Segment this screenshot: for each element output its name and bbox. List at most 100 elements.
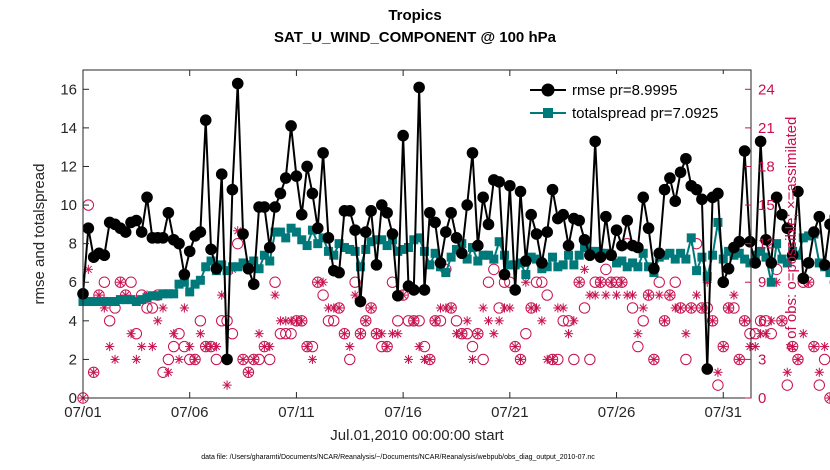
- obs-possible-marker: [285, 327, 297, 340]
- rmse-point: [504, 179, 516, 192]
- y-tick-label-left: 6: [69, 274, 77, 291]
- obs-possible-marker: [616, 276, 628, 288]
- rmse-point: [450, 232, 463, 244]
- totalspread-point: [702, 271, 712, 281]
- y-tick-label-right: 24: [758, 81, 775, 98]
- rmse-point: [434, 257, 447, 269]
- rmse-point: [440, 226, 452, 238]
- obs-assimilated-marker: [537, 316, 547, 326]
- obs-possible-marker: [189, 353, 201, 366]
- obs-assimilated-marker: [750, 341, 760, 352]
- obs-assimilated-marker: [371, 329, 382, 339]
- rmse-point: [664, 172, 676, 184]
- obs-assimilated-marker: [366, 303, 376, 313]
- obs-assimilated-marker: [547, 354, 558, 365]
- totalspread-point: [238, 258, 248, 268]
- y-axis-right: 0 3 6 9 12 15 18 21 24: [745, 81, 775, 407]
- totalspread-point: [142, 293, 152, 303]
- rmse-point: [701, 363, 714, 375]
- obs-possible-marker: [530, 276, 543, 288]
- obs-assimilated-marker: [505, 303, 515, 313]
- obs-possible-marker: [168, 340, 180, 353]
- rmse-point: [381, 206, 393, 219]
- obs-assimilated-marker: [531, 303, 542, 313]
- obs-possible-marker: [360, 315, 372, 327]
- obs-assimilated-marker: [766, 316, 776, 326]
- obs-possible-marker: [317, 289, 329, 301]
- obs-assimilated-marker: [473, 329, 483, 339]
- obs-possible-marker: [264, 353, 276, 366]
- totalspread-point: [526, 252, 536, 262]
- totalspread-point: [227, 262, 237, 272]
- obs-possible-marker: [381, 340, 393, 353]
- obs-assimilated-marker: [243, 367, 253, 377]
- obs-possible-marker: [744, 327, 756, 340]
- obs-possible-marker: [466, 340, 479, 353]
- rmse-point: [621, 214, 634, 227]
- obs-possible-marker: [514, 353, 527, 366]
- plot-frame: [82, 69, 752, 399]
- obs-assimilated-marker: [169, 329, 179, 339]
- totalspread-point: [153, 291, 163, 301]
- obs-possible-marker: [141, 302, 153, 314]
- totalspread-point: [617, 256, 627, 266]
- obs-possible-marker: [354, 327, 367, 340]
- obs-possible-marker: [722, 302, 735, 314]
- obs-count-layer: [77, 199, 830, 404]
- obs-assimilated-marker: [302, 341, 312, 352]
- y-tick-label-right: 15: [758, 197, 775, 214]
- y-axis-label-right: # of obs: o=possible; ×=assimilated: [783, 117, 800, 352]
- obs-assimilated-marker: [478, 303, 488, 313]
- rmse-point: [279, 172, 292, 184]
- obs-possible-marker: [754, 315, 767, 327]
- rmse-point: [717, 276, 730, 289]
- totalspread-point: [115, 295, 125, 305]
- x-tick-label: 07/21: [491, 404, 529, 421]
- obs-assimilated-marker: [782, 367, 792, 377]
- obs-possible-marker: [786, 340, 799, 353]
- obs-possible-marker: [653, 276, 665, 288]
- totalspread-point: [99, 297, 109, 307]
- y-tick-label-left: 14: [60, 120, 77, 137]
- rmse-point: [295, 208, 308, 221]
- obs-assimilated-marker: [467, 354, 478, 365]
- rmse-point: [472, 239, 484, 252]
- obs-assimilated-marker: [745, 341, 755, 352]
- rmse-point: [573, 214, 585, 227]
- totalspread-point: [174, 279, 184, 289]
- obs-assimilated-marker: [446, 303, 456, 313]
- totalspread-point: [323, 246, 333, 256]
- obs-possible-marker: [194, 315, 207, 327]
- obs-possible-marker: [87, 366, 100, 378]
- rmse-point: [749, 257, 762, 269]
- totalspread-point: [451, 244, 461, 254]
- obs-assimilated-marker: [515, 354, 526, 365]
- totalspread-point: [110, 297, 120, 307]
- totalspread-point: [804, 231, 814, 241]
- obs-assimilated-marker: [345, 341, 355, 352]
- totalspread-point: [350, 246, 360, 256]
- rmse-point: [162, 206, 175, 219]
- obs-assimilated-marker: [681, 329, 691, 339]
- rmse-point: [786, 249, 799, 262]
- rmse-point: [696, 193, 708, 206]
- rmse-point: [632, 241, 644, 254]
- totalspread-point: [403, 243, 413, 253]
- rmse-point: [813, 210, 826, 223]
- obs-possible-marker: [322, 315, 335, 327]
- rmse-point: [712, 187, 724, 200]
- obs-assimilated-marker: [377, 329, 387, 339]
- totalspread-point: [105, 297, 115, 307]
- obs-assimilated-marker: [558, 303, 568, 313]
- obs-assimilated-marker: [414, 341, 424, 352]
- obs-possible-marker: [210, 353, 223, 366]
- totalspread-point: [558, 260, 568, 270]
- obs-assimilated-marker: [617, 277, 627, 287]
- obs-assimilated-marker: [675, 303, 686, 313]
- rmse-point: [600, 210, 612, 223]
- obs-assimilated-marker: [820, 341, 830, 352]
- data-file-footer: data file: /Users/gharamti/Documents/NCA…: [201, 454, 595, 461]
- totalspread-point: [419, 246, 429, 256]
- rmse-point: [653, 247, 666, 260]
- obs-possible-marker: [642, 289, 655, 301]
